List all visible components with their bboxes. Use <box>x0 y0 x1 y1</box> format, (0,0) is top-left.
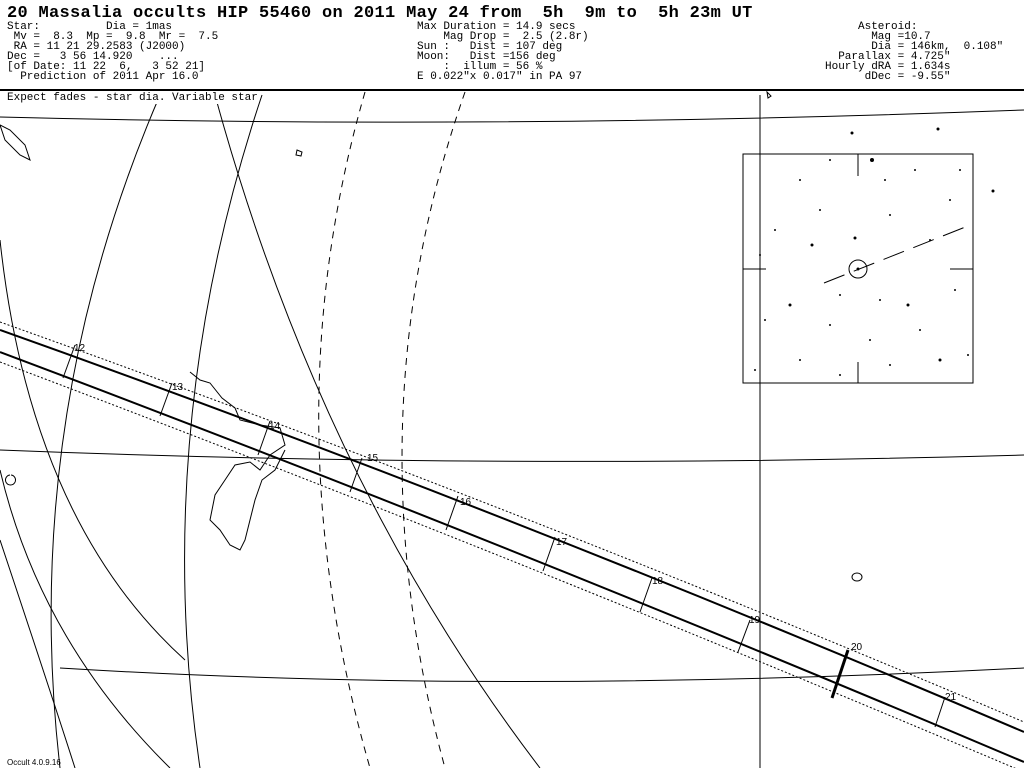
north-limit-dotted <box>0 321 1024 723</box>
asteroid-line: Parallax = 4.725" <box>825 51 951 63</box>
longitude-line <box>0 469 171 768</box>
time-tick <box>257 420 271 456</box>
time-label: 14 <box>269 421 281 432</box>
time-label: 18 <box>652 576 664 587</box>
island <box>851 572 863 582</box>
time-tick <box>639 577 653 613</box>
asteroid-line: Asteroid: <box>825 21 918 33</box>
time-tick <box>62 344 76 379</box>
north-limit <box>0 329 1024 733</box>
time-ticks <box>62 344 946 728</box>
coastline <box>766 90 772 99</box>
time-tick <box>830 649 850 699</box>
star-line: [of Date: 11 22 6, 3 52 21] <box>7 61 206 73</box>
field-stars <box>754 127 995 376</box>
asteroid-line: Mag =10.7 <box>825 31 931 43</box>
event-line: Sun : Dist = 107 deg <box>417 41 563 53</box>
star-line: Mv = 8.3 Mp = 9.8 Mr = 7.5 <box>7 31 219 43</box>
coastline <box>189 371 286 551</box>
star-line: Prediction of 2011 Apr 16.0 <box>7 71 199 83</box>
asteroid-line: Hourly dRA = 1.634s <box>825 61 951 73</box>
star-line: RA = 11 21 29.2583 (J2000) <box>7 41 186 53</box>
time-label: 19 <box>749 615 761 626</box>
coastlines <box>0 90 863 582</box>
time-label: 16 <box>460 497 472 508</box>
south-limit-dotted <box>0 361 1016 768</box>
latitude-line <box>59 667 1024 682</box>
asteroid-line: Dia = 146km, 0.108" <box>825 41 1004 53</box>
time-label: 20 <box>851 642 863 653</box>
map-title: 20 Massalia occults HIP 55460 on 2011 Ma… <box>7 4 753 23</box>
time-label: 15 <box>367 453 379 464</box>
asteroid-motion-line <box>823 223 974 284</box>
star-line: Star: Dia = 1mas <box>7 21 173 33</box>
longitude-line <box>0 539 76 768</box>
time-tick <box>159 382 173 417</box>
longitude-line <box>0 239 186 661</box>
south-limit <box>0 351 1024 763</box>
grid-lines <box>0 94 1024 768</box>
sun-altitude-line <box>318 91 371 768</box>
time-label: 13 <box>172 382 184 393</box>
coastline <box>0 124 31 161</box>
target-star-circle <box>848 259 868 279</box>
event-line: Moon: Dist =156 deg <box>417 51 556 63</box>
asteroid-line: dDec = -9.55" <box>825 71 951 83</box>
coastline <box>295 149 303 157</box>
event-line: Mag Drop = 2.5 (2.8r) <box>417 31 589 43</box>
sun-altitude-line <box>401 91 466 768</box>
time-tick <box>934 696 946 728</box>
longitude-line <box>50 94 161 768</box>
time-tick <box>542 536 556 572</box>
twilight-lines <box>318 91 466 768</box>
time-label: 12 <box>74 343 86 354</box>
time-tick <box>445 495 459 531</box>
event-line: E 0.022"x 0.017" in PA 97 <box>417 71 583 83</box>
time-label: 17 <box>556 537 568 548</box>
latitude-line <box>0 449 1024 462</box>
time-label: 21 <box>945 692 957 703</box>
coastline <box>5 474 16 486</box>
longitude-line <box>184 94 263 768</box>
time-tick <box>737 619 751 653</box>
header-divider <box>0 89 1024 91</box>
longitude-line <box>214 94 541 768</box>
latitude-line <box>0 109 1024 123</box>
event-line: : illum = 56 % <box>417 61 543 73</box>
event-line: Max Duration = 14.9 secs <box>417 21 576 33</box>
time-tick <box>349 457 363 493</box>
event-note: Expect fades - star dia. Variable star <box>7 92 258 104</box>
software-version: Occult 4.0.9.16 <box>7 758 61 767</box>
inset-star-chart <box>742 127 995 384</box>
time-labels: 12 13 14 15 16 17 18 19 20 21 <box>74 343 957 703</box>
occultation-path <box>0 321 1024 768</box>
star-line: Dec = 3 56 14.920 ... <box>7 51 179 63</box>
